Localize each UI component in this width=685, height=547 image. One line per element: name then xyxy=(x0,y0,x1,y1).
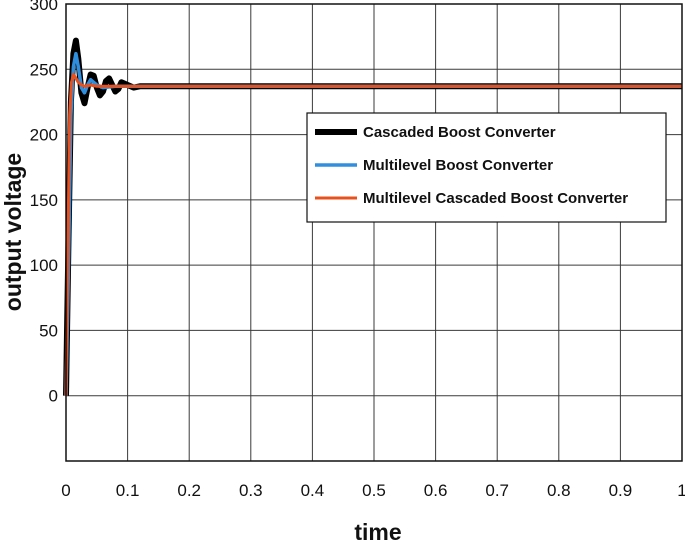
series-line-3 xyxy=(64,73,682,396)
x-tick-labels: 0 0.1 0.2 0.3 0.4 0.5 0.6 0.7 0.8 0.9 1 xyxy=(61,481,685,500)
x-tick-label: 0.8 xyxy=(547,481,571,500)
legend-label: Multilevel Boost Converter xyxy=(363,157,553,174)
y-tick-label: 250 xyxy=(30,60,58,79)
x-tick-label: 0.7 xyxy=(485,481,509,500)
y-tick-label: 0 xyxy=(49,387,58,406)
x-tick-label: 0.9 xyxy=(609,481,633,500)
x-tick-label: 0.4 xyxy=(301,481,325,500)
y-tick-label: 100 xyxy=(30,256,58,275)
x-tick-label: 0.2 xyxy=(177,481,201,500)
legend-label: Cascaded Boost Converter xyxy=(363,124,556,141)
x-tick-label: 0.1 xyxy=(116,481,140,500)
x-tick-label: 1 xyxy=(677,481,685,500)
y-tick-label: 150 xyxy=(30,191,58,210)
plot-frame xyxy=(65,3,683,462)
x-tick-label: 0.6 xyxy=(424,481,448,500)
legend-label: Multilevel Cascaded Boost Converter xyxy=(363,190,628,207)
y-tick-label: 200 xyxy=(30,126,58,145)
y-axis-title: output voltage xyxy=(0,153,26,311)
x-axis-title: time xyxy=(354,519,401,545)
y-tick-labels: 0 50 100 150 200 250 300 xyxy=(30,0,58,406)
series-layer xyxy=(63,37,682,396)
x-tick-label: 0.5 xyxy=(362,481,386,500)
x-tick-label: 0.3 xyxy=(239,481,263,500)
y-tick-label: 300 xyxy=(30,0,58,14)
x-tick-label: 0 xyxy=(61,481,70,500)
legend-box xyxy=(306,112,667,223)
y-tick-label: 50 xyxy=(39,321,58,340)
legend: Cascaded Boost Converter Multilevel Boost… xyxy=(306,112,667,223)
